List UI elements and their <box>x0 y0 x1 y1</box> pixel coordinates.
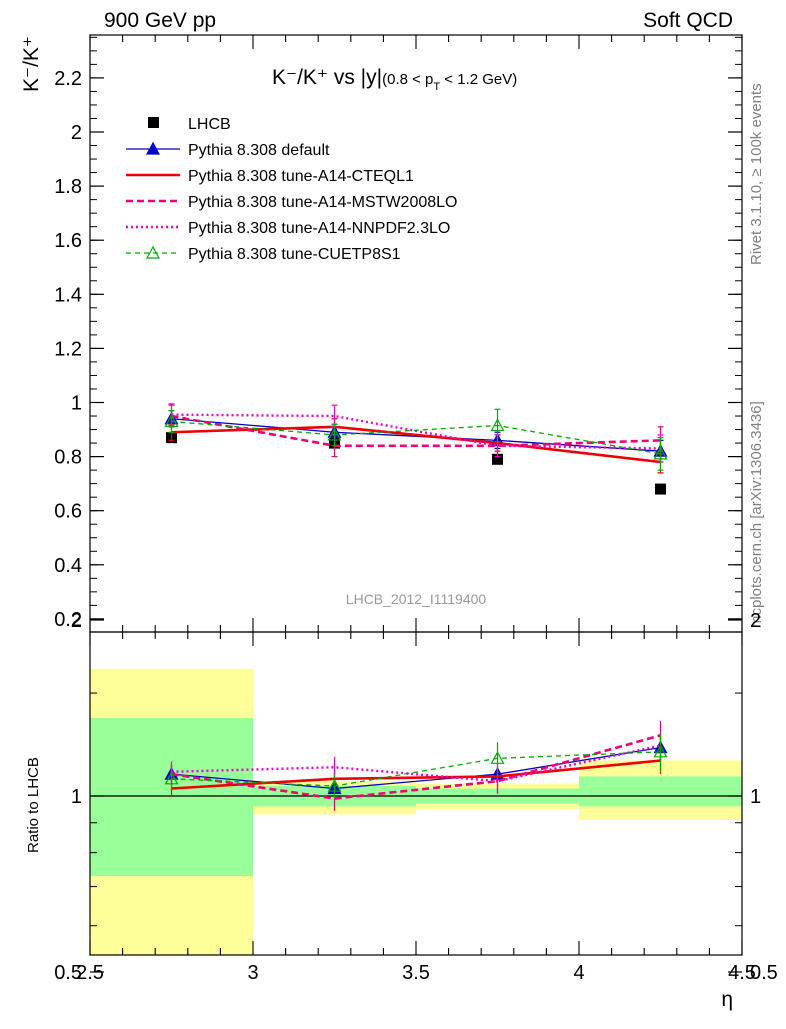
ratio-ytick-label: 0.5 <box>54 962 82 984</box>
ratio-ytick-label: 2 <box>71 610 82 632</box>
ratio-series-4 <box>164 733 668 798</box>
series-line <box>171 413 661 450</box>
main-ytick-label: 0.2 <box>54 609 82 631</box>
xtick-label: 3.5 <box>402 962 430 984</box>
legend-marker <box>145 141 161 155</box>
chart-title-sub: (0.8 < p <box>382 71 433 88</box>
ratio-ytick-label-right: 2 <box>750 610 761 632</box>
main-ytick-label: 2 <box>71 122 82 144</box>
legend-label: Pythia 8.308 tune-CUETP8S1 <box>188 246 401 263</box>
ratio-axis-ticks: 0.5 0.5 1 1 2 2 2.5 3 3.5 4 4.5 <box>54 610 778 984</box>
chart-title-sub-end: < 1.2 GeV) <box>440 71 517 88</box>
series-marker <box>164 414 179 428</box>
ratio-ytick-label-right: 1 <box>750 786 761 808</box>
series-line <box>171 418 661 452</box>
ratio-panel: 0.5 0.5 1 1 2 2 2.5 3 3.5 4 4.5 Ratio to LHCB η <box>25 610 778 1011</box>
x-axis-label: η <box>721 988 733 1011</box>
series-marker <box>327 427 342 441</box>
legend-item: Pythia 8.308 tune-A14-CTEQL1 <box>126 168 414 185</box>
legend-marker <box>145 245 161 259</box>
main-ytick-label: 1.4 <box>54 284 82 306</box>
series-line <box>171 414 661 448</box>
xtick-label: 4 <box>573 962 584 984</box>
ratio-ylabel: Ratio to LHCB <box>25 757 42 853</box>
main-ytick-label: 0.8 <box>54 447 82 469</box>
chart-title: K⁻/K⁺ vs |y|(0.8 < pT < 1.2 GeV) <box>272 66 517 93</box>
main-ytick-label: 1 <box>71 393 82 415</box>
legend-label: Pythia 8.308 tune-A14-NNPDF2.3LO <box>188 220 450 237</box>
main-series <box>164 403 668 495</box>
data-point-lhcb <box>655 483 666 495</box>
main-ytick-label: 1.8 <box>54 176 82 198</box>
ratio-marker <box>653 744 668 758</box>
legend-label: Pythia 8.308 tune-A14-CTEQL1 <box>188 168 414 185</box>
xtick-label: 4.5 <box>728 962 756 984</box>
ratio-line <box>171 759 661 790</box>
ratio-line <box>171 751 661 787</box>
xtick-label: 3 <box>247 962 258 984</box>
legend-label: Pythia 8.308 tune-A14-MSTW2008LO <box>188 194 457 211</box>
main-ytick-label: 0.4 <box>54 555 82 577</box>
main-panel: 0.2 0.4 0.6 0.8 1 1.2 1.4 1.6 1.8 2 2.2 K⁻/K⁺ K⁻/K… <box>20 34 743 633</box>
mcplots-label: mcplots.cern.ch [arXiv:1306.3436] <box>748 401 765 628</box>
main-ylabel: K⁻/K⁺ <box>20 36 43 92</box>
series-marker <box>490 418 505 432</box>
main-ytick-label: 2.2 <box>54 68 82 90</box>
legend-item: Pythia 8.308 tune-A14-MSTW2008LO <box>126 194 457 211</box>
series-line <box>171 425 661 464</box>
legend-swatch <box>148 117 159 128</box>
series-5 <box>164 408 668 471</box>
legend-item: Pythia 8.308 default <box>126 141 330 159</box>
xtick-label: 2.5 <box>76 962 104 984</box>
legend-item: Pythia 8.308 tune-CUETP8S1 <box>126 245 401 263</box>
legend: LHCB Pythia 8.308 default Pythia 8.308 tun… <box>126 116 457 263</box>
main-axis-ticks: 0.2 0.4 0.6 0.8 1 1.2 1.4 1.6 1.8 2 2.2 <box>54 35 743 632</box>
ratio-line <box>171 734 661 800</box>
series-line <box>171 420 661 455</box>
legend-item: LHCB <box>148 116 231 133</box>
data-point-lhcb <box>492 453 503 465</box>
main-ytick-label: 1.2 <box>54 338 82 360</box>
header-left: 900 GeV pp <box>104 9 216 32</box>
analysis-id: LHCB_2012_I1119400 <box>346 591 487 607</box>
legend-label: LHCB <box>188 116 231 133</box>
band-inner <box>579 776 742 807</box>
ratio-line <box>171 744 661 783</box>
rivet-label: Rivet 3.1.10, ≥ 100k events <box>748 83 765 265</box>
header-right: Soft QCD <box>643 9 733 32</box>
series-marker <box>653 446 668 460</box>
main-ytick-label: 0.6 <box>54 501 82 523</box>
ratio-marker <box>327 778 342 792</box>
ratio-ytick-label: 1 <box>71 786 82 808</box>
chart-title-sub-t: T <box>433 81 440 93</box>
ratio-line <box>171 746 661 790</box>
main-ytick-label: 1.6 <box>54 230 82 252</box>
ratio-marker <box>490 751 505 764</box>
ratio-marker <box>164 771 179 785</box>
ratio-series <box>164 721 668 811</box>
chart-title-main: K⁻/K⁺ vs |y| <box>272 66 382 89</box>
ratio-ytick-label-right: 0.5 <box>750 962 778 984</box>
legend-label: Pythia 8.308 default <box>188 142 330 159</box>
legend-item: Pythia 8.308 tune-A14-NNPDF2.3LO <box>126 220 450 237</box>
